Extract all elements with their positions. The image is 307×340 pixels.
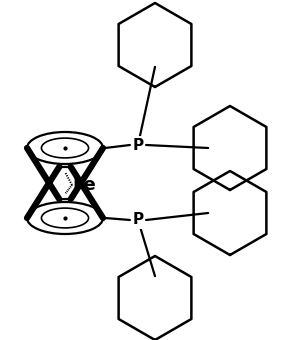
Text: P: P (132, 212, 144, 227)
Text: Fe: Fe (72, 176, 96, 194)
Text: P: P (132, 137, 144, 153)
